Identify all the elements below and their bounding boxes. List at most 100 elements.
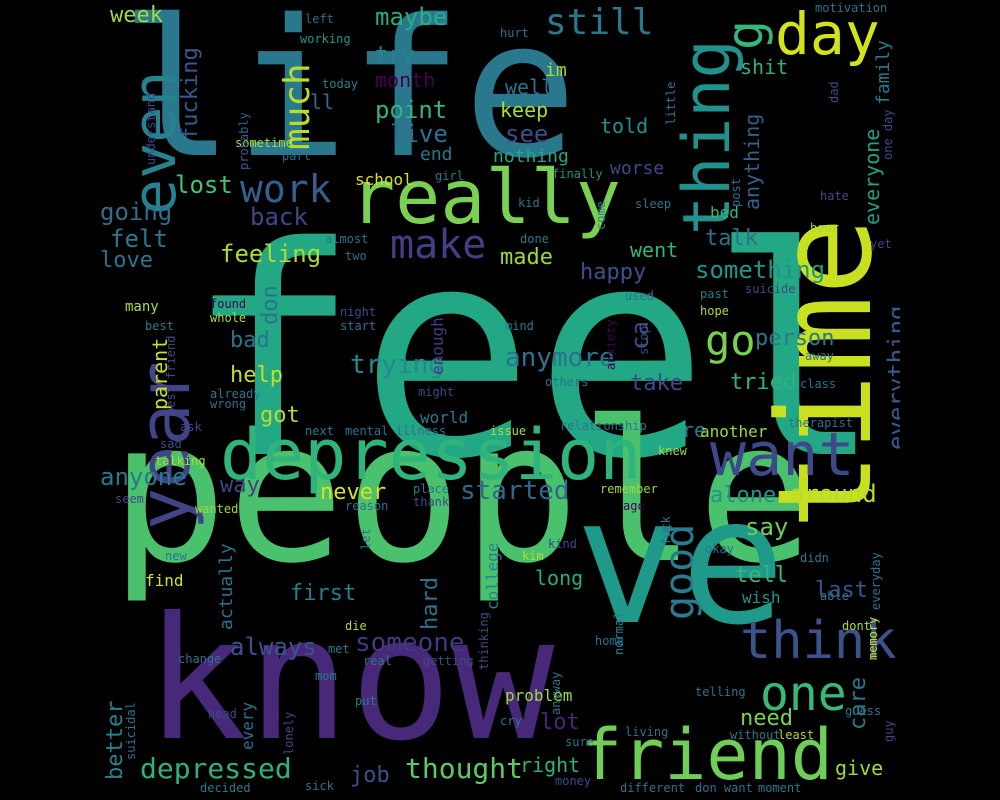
- word-make: make: [390, 222, 487, 268]
- word-wrong: wrong: [210, 397, 247, 411]
- word-keep: keep: [500, 98, 549, 122]
- word-die: die: [345, 619, 367, 633]
- word-anything: anything: [740, 113, 764, 210]
- word-let: let: [359, 528, 373, 550]
- word-going: going: [100, 198, 173, 226]
- word-find: find: [145, 571, 184, 590]
- word-post: post: [729, 178, 743, 207]
- word-actually: actually: [216, 543, 237, 630]
- word-got: got: [260, 403, 300, 428]
- word-mom: mom: [315, 669, 337, 683]
- word-work: work: [240, 167, 332, 211]
- word-think: think: [740, 611, 897, 671]
- word-felt: felt: [110, 225, 168, 253]
- word-real: real: [363, 654, 392, 668]
- word-working: working: [300, 32, 351, 46]
- word-ask: ask: [180, 420, 202, 434]
- word-fuck: fuck: [659, 516, 673, 545]
- word-home: home: [595, 634, 624, 648]
- word-different: different: [620, 781, 686, 795]
- word-never: never: [320, 480, 387, 505]
- word-come: come: [594, 201, 608, 230]
- word-talk: talk: [705, 226, 758, 251]
- word-life: life: [120, 0, 578, 200]
- word-bed: bed: [710, 203, 739, 222]
- word-mental-illness: mental illness: [345, 424, 447, 438]
- word-girl: girl: [435, 169, 464, 183]
- word-take: take: [630, 371, 683, 396]
- word-cloud: feel people life time know ve depression really…: [100, 0, 900, 800]
- word-hour: hour: [810, 221, 839, 235]
- word-give: give: [835, 756, 884, 780]
- word-part: part: [282, 149, 311, 163]
- word-talking: talking: [155, 454, 206, 468]
- word-ve: ve: [575, 461, 786, 664]
- word-okay: okay: [705, 542, 734, 556]
- word-enough: enough: [428, 317, 447, 375]
- word-depression: depression: [220, 414, 642, 496]
- word-change: change: [178, 652, 222, 666]
- word-maybe: maybe: [375, 3, 448, 31]
- word-dad: dad: [827, 81, 841, 103]
- word-knew: knew: [658, 444, 687, 458]
- word-friend: friend: [580, 714, 833, 796]
- word-today: today: [322, 77, 359, 91]
- word-left: left: [305, 12, 334, 26]
- word-kid: kid: [518, 196, 540, 210]
- word-getting: getting: [423, 654, 474, 668]
- word-new: new: [165, 549, 187, 563]
- word-ll: ll: [310, 90, 335, 114]
- word-trying: trying: [350, 350, 444, 380]
- word-might: might: [418, 385, 455, 399]
- word-still: still: [545, 2, 654, 43]
- word-anyone: anyone: [100, 463, 187, 491]
- word-class: class: [800, 377, 837, 391]
- word-one-day: one day: [881, 109, 895, 160]
- word-used: used: [625, 289, 654, 303]
- word-put: put: [355, 694, 377, 708]
- word-alone: alone: [710, 483, 777, 508]
- word-head: head: [208, 707, 237, 721]
- word-two: two: [345, 249, 367, 263]
- word-dont: dont: [842, 619, 871, 633]
- word-say: say: [745, 513, 789, 541]
- word-month: month: [375, 68, 436, 92]
- word-need: need: [740, 706, 793, 731]
- word-others: others: [545, 375, 589, 389]
- word-decided: decided: [200, 781, 251, 795]
- word-sick: sick: [305, 779, 334, 793]
- word-started: started: [460, 476, 570, 506]
- word-world: world: [420, 408, 469, 427]
- word-remember: remember: [600, 482, 658, 496]
- word-tell: tell: [735, 563, 788, 588]
- word-don-want: don want: [695, 781, 753, 795]
- word-feeling: feeling: [220, 240, 322, 268]
- word-night: night: [340, 305, 377, 319]
- word-found: found: [210, 297, 247, 311]
- word-whole: whole: [210, 311, 247, 325]
- word-g: g: [716, 19, 774, 50]
- word-issue: issue: [490, 424, 527, 438]
- word-best: best: [145, 319, 174, 333]
- word-start: start: [340, 319, 377, 333]
- word-day: day: [775, 0, 880, 68]
- word-thinking: thinking: [477, 612, 491, 670]
- word-around: around: [790, 480, 877, 508]
- word-school: school: [355, 170, 413, 189]
- word-money: money: [555, 774, 592, 788]
- word-see: see: [505, 120, 549, 148]
- word-living: living: [625, 725, 669, 739]
- word-least: least: [778, 728, 815, 742]
- word-family: family: [873, 39, 894, 105]
- word-anxiety: anxiety: [604, 319, 618, 370]
- word-sure: sure: [565, 735, 594, 749]
- word-hope: hope: [700, 304, 729, 318]
- word-wish: wish: [742, 588, 781, 607]
- word-lonely: lonely: [282, 711, 296, 755]
- word-happy: happy: [580, 260, 647, 285]
- word-problem: problem: [505, 686, 573, 705]
- word-cry: cry: [500, 714, 522, 728]
- word-kim: kim: [522, 549, 544, 563]
- word-therapist: therapist: [788, 416, 854, 430]
- word-end: end: [420, 144, 453, 165]
